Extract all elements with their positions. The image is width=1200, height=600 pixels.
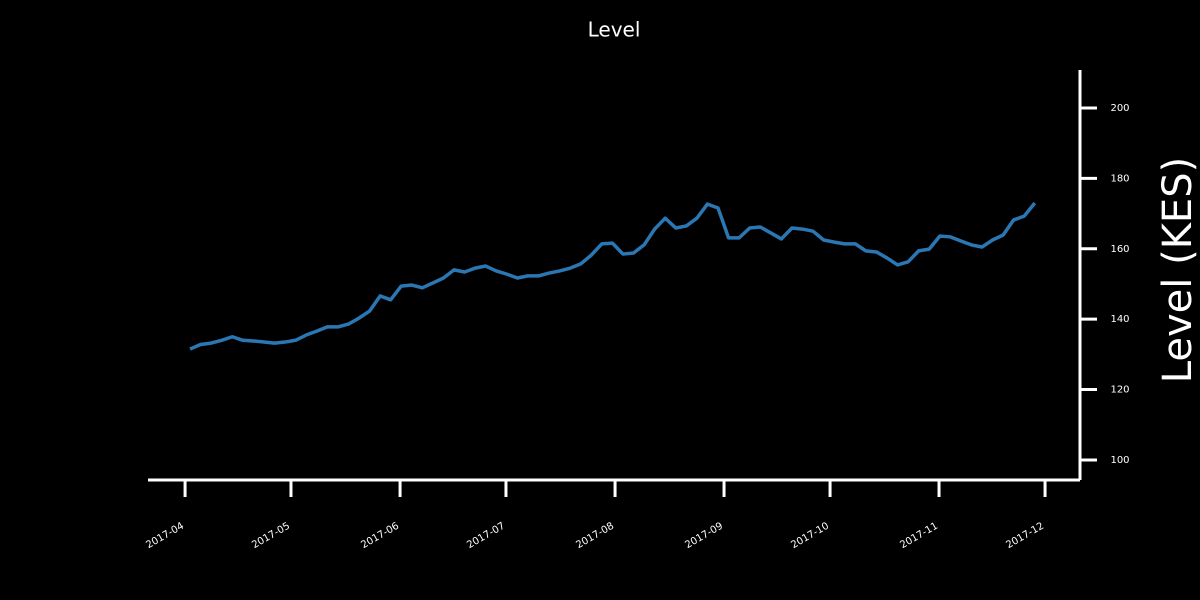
chart-title: Level: [588, 18, 641, 42]
y-tick-label: 200: [1110, 103, 1129, 114]
data-line: [189, 201, 1037, 351]
y-axis-label: Level (KES): [1155, 157, 1200, 383]
y-tick-label: 160: [1110, 244, 1129, 255]
y-tick-label: 140: [1110, 314, 1129, 325]
y-tick-label: 180: [1110, 173, 1129, 184]
y-tick-label: 120: [1110, 385, 1129, 396]
y-tick-label: 100: [1110, 455, 1129, 466]
